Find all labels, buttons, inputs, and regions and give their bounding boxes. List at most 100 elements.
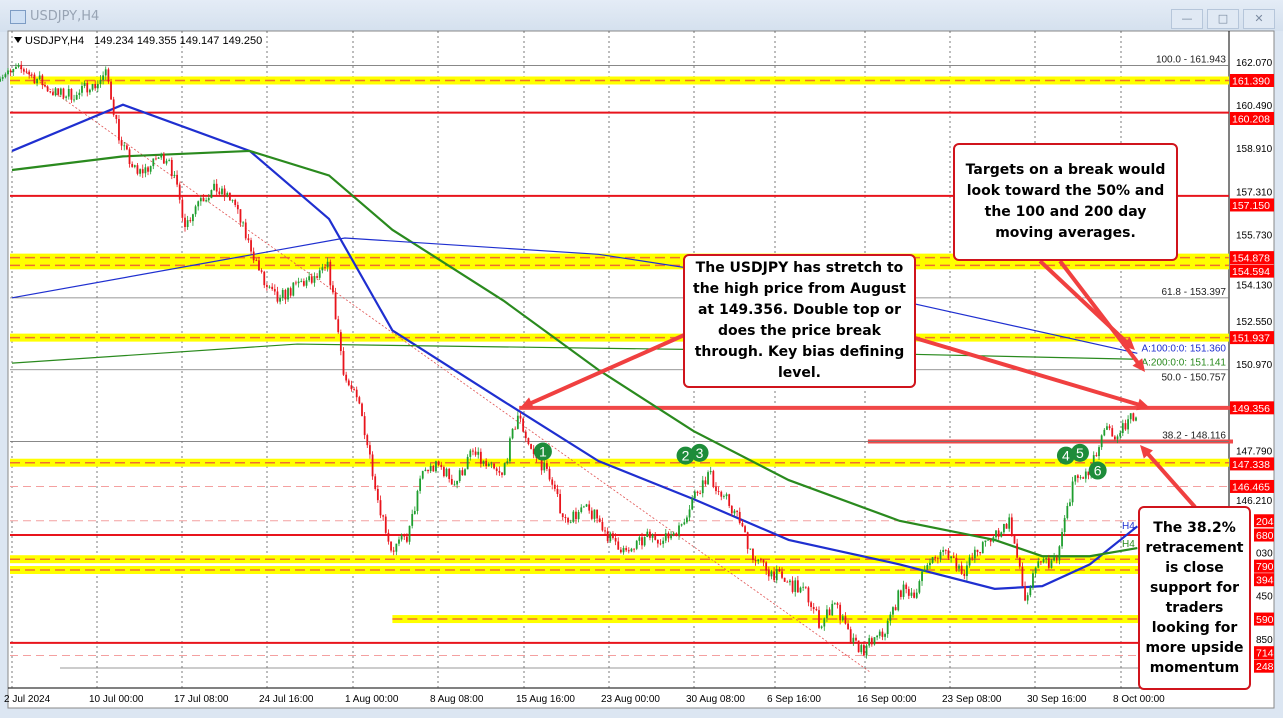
candle — [881, 631, 884, 637]
candle — [168, 159, 171, 161]
time-tick-label: 2 Jul 2024 — [4, 694, 51, 705]
candle — [1127, 419, 1129, 430]
close-button[interactable]: ✕ — [1243, 9, 1275, 29]
candle — [229, 193, 231, 201]
wave-marker — [690, 443, 709, 462]
candle — [696, 491, 699, 494]
candle — [728, 494, 731, 506]
candle — [487, 463, 490, 466]
candle — [548, 468, 551, 480]
symbol-label: USDJPY,H4 — [25, 35, 84, 47]
candle — [376, 488, 379, 501]
maximize-button[interactable]: □ — [1207, 9, 1239, 29]
candle — [527, 438, 530, 445]
candle — [437, 461, 440, 466]
collapse-triangle-icon[interactable] — [14, 37, 22, 43]
candle — [429, 465, 432, 472]
candle — [1037, 561, 1040, 568]
candle — [395, 543, 398, 552]
candle — [41, 75, 44, 86]
candle — [128, 149, 131, 164]
candle — [583, 506, 585, 508]
candle — [546, 463, 548, 469]
candle — [28, 71, 31, 75]
candle — [1024, 586, 1026, 601]
candle — [461, 470, 464, 476]
candle — [223, 188, 226, 197]
candle — [699, 493, 702, 494]
window-title-bar[interactable]: USDJPY,H4 — □ ✕ — [0, 0, 1283, 32]
wave-marker-label: 4 — [1062, 448, 1070, 464]
candle — [1129, 413, 1132, 420]
moving-average-line — [11, 237, 1138, 354]
price-tick-label: 157.310 — [1236, 187, 1273, 198]
candle — [413, 510, 416, 515]
candle — [1021, 566, 1024, 587]
candle — [324, 267, 326, 269]
candle — [590, 510, 593, 519]
time-tick-label: 8 Aug 08:00 — [430, 694, 484, 705]
candle — [22, 69, 25, 72]
time-tick-label: 1 Aug 00:00 — [345, 694, 399, 705]
candle — [197, 201, 200, 207]
candle — [255, 260, 258, 262]
candle — [675, 533, 678, 536]
candle — [765, 562, 768, 571]
candle — [498, 470, 501, 473]
candle — [569, 521, 572, 523]
candle — [863, 645, 865, 656]
candle — [361, 403, 363, 417]
candle — [469, 450, 472, 457]
price-label: 790 — [1256, 561, 1274, 573]
candle — [1013, 535, 1016, 544]
candle — [1032, 573, 1034, 588]
candle — [670, 535, 672, 539]
candle — [815, 609, 818, 611]
price-tick-label: 154.130 — [1236, 281, 1273, 292]
candle — [635, 540, 638, 549]
candle — [210, 190, 213, 199]
candle — [1103, 429, 1106, 436]
candle — [194, 206, 197, 215]
wave-marker — [676, 446, 695, 465]
candle — [889, 614, 892, 621]
candle — [773, 571, 775, 581]
candle — [960, 565, 963, 574]
candle — [192, 214, 194, 222]
candle — [857, 640, 860, 653]
candle — [738, 511, 741, 523]
annotation-arrow — [1058, 259, 1141, 366]
candle — [841, 616, 844, 621]
candle — [112, 99, 115, 115]
candle — [691, 498, 694, 510]
candle — [292, 282, 295, 296]
candle — [406, 536, 408, 542]
candle — [1135, 417, 1137, 421]
candle — [20, 64, 23, 70]
candle — [252, 251, 255, 261]
candle — [120, 140, 123, 146]
scrollbar[interactable] — [1275, 31, 1283, 708]
candle — [1047, 558, 1050, 568]
candle — [400, 535, 403, 540]
candle — [152, 158, 155, 167]
candle — [144, 167, 147, 174]
price-label: 394 — [1256, 575, 1274, 587]
candle — [1034, 567, 1037, 574]
candle — [1100, 435, 1103, 448]
candle — [30, 74, 33, 76]
candle — [86, 82, 89, 93]
support-zone — [392, 615, 1229, 624]
price-label: 161.390 — [1232, 75, 1270, 87]
wave-marker-label: 1 — [539, 444, 547, 460]
candle — [802, 586, 805, 588]
minimize-button[interactable]: — — [1171, 9, 1203, 29]
candle — [421, 471, 424, 479]
candle — [9, 70, 12, 72]
candle — [207, 198, 210, 201]
price-label-bg — [1230, 73, 1274, 87]
candle — [493, 463, 495, 469]
price-tick-label-partial: 030 — [1256, 549, 1273, 560]
candle — [1116, 436, 1119, 440]
